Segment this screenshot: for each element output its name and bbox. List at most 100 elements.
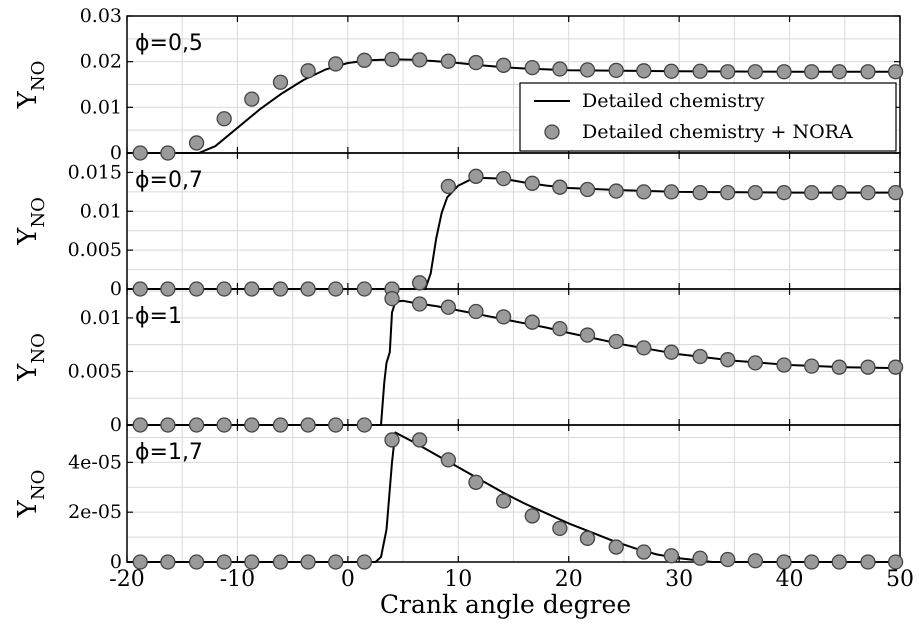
- data-point-nora: [831, 554, 847, 570]
- panel-annotation: ϕ=1: [135, 304, 182, 329]
- data-point-nora: [272, 74, 289, 90]
- x-tick-label: 40: [776, 567, 804, 592]
- data-point-nora: [579, 530, 596, 546]
- data-point-nora: [468, 54, 484, 71]
- data-point-nora: [328, 281, 344, 297]
- data-point-nora: [468, 474, 484, 490]
- data-point-nora: [804, 64, 820, 80]
- data-point-nora: [300, 554, 316, 570]
- x-tick-label: 30: [665, 567, 693, 592]
- data-point-nora: [188, 554, 205, 570]
- data-point-nora: [440, 53, 456, 69]
- data-point-nora: [216, 111, 232, 127]
- data-point-nora: [636, 63, 652, 79]
- data-point-nora: [272, 417, 289, 433]
- data-point-nora: [495, 493, 512, 509]
- y-axis-label-main: Y: [13, 363, 43, 382]
- data-point-nora: [552, 179, 568, 195]
- data-point-nora: [188, 281, 205, 297]
- x-tick-label: 10: [444, 567, 472, 592]
- y-tick-label: 0: [110, 278, 122, 300]
- data-point-nora: [216, 417, 232, 433]
- data-point-nora: [860, 554, 876, 570]
- data-point-nora: [495, 170, 512, 187]
- data-point-nora: [608, 62, 624, 78]
- data-point-nora: [132, 417, 148, 433]
- data-point-nora: [440, 452, 456, 468]
- data-point-nora: [495, 309, 512, 325]
- data-point-nora: [887, 359, 904, 375]
- text-layer: 00.010.020.03YNOϕ=0,500.0050.010.015YNOϕ…: [13, 5, 914, 619]
- data-point-nora: [552, 520, 568, 537]
- data-point-nora: [328, 56, 344, 72]
- data-point-nora: [132, 554, 148, 570]
- y-tick-label: 0.02: [80, 51, 122, 73]
- y-axis-label-main: Y: [13, 499, 43, 518]
- data-point-nora: [692, 550, 708, 566]
- data-point-nora: [272, 281, 289, 297]
- data-point-nora: [411, 52, 428, 68]
- data-point-nora: [887, 184, 904, 201]
- data-point-nora: [608, 539, 624, 555]
- y-axis-label-main: Y: [13, 227, 43, 246]
- y-tick-label: 4e-05: [68, 451, 122, 473]
- data-point-nora: [663, 344, 680, 360]
- data-point-nora: [300, 417, 316, 433]
- data-point-nora: [132, 281, 148, 297]
- legend-label-detailed-chemistry: Detailed chemistry: [582, 90, 765, 112]
- y-axis-label-subscript: NO: [28, 333, 49, 364]
- y-tick-label: 0: [110, 551, 122, 573]
- data-point-nora: [747, 553, 763, 569]
- data-point-nora: [663, 63, 680, 79]
- data-point-nora: [692, 184, 708, 201]
- data-point-nora: [384, 51, 400, 68]
- data-point-nora: [300, 63, 316, 79]
- data-point-nora: [776, 554, 792, 570]
- frame-layer: [126, 15, 901, 563]
- panel-frame: [126, 424, 901, 563]
- data-point-nora: [216, 554, 232, 570]
- data-point-nora: [804, 184, 820, 201]
- data-point-nora: [860, 359, 876, 375]
- data-point-nora: [579, 62, 596, 78]
- marker-layer: [132, 51, 904, 570]
- data-point-nora: [747, 64, 763, 80]
- data-point-nora: [831, 359, 847, 375]
- y-axis-label-subscript: NO: [28, 61, 49, 92]
- data-point-nora: [860, 184, 876, 201]
- data-point-nora: [579, 181, 596, 198]
- data-point-nora: [552, 61, 568, 77]
- y-tick-label: 0: [110, 414, 122, 436]
- y-axis-label: YNO: [13, 197, 49, 246]
- data-point-nora: [216, 281, 232, 297]
- data-point-nora: [160, 281, 176, 297]
- data-point-nora: [384, 290, 400, 307]
- data-point-nora: [636, 340, 652, 356]
- data-point-nora: [160, 417, 176, 433]
- data-point-nora: [776, 184, 792, 201]
- data-point-nora: [440, 299, 456, 315]
- data-point-nora: [356, 52, 373, 68]
- data-point-nora: [720, 184, 736, 201]
- data-point-nora: [356, 417, 373, 433]
- y-axis-label: YNO: [13, 470, 49, 519]
- legend-layer: Detailed chemistry Detailed chemistry + N…: [519, 82, 897, 152]
- data-point-nora: [831, 184, 847, 201]
- y-tick-label: 0.03: [80, 5, 122, 27]
- data-point-nora: [692, 348, 708, 365]
- data-point-nora: [384, 432, 400, 448]
- data-point-nora: [524, 59, 540, 76]
- data-point-nora: [495, 57, 512, 73]
- data-point-nora: [747, 355, 763, 371]
- panel-annotation: ϕ=0,7: [135, 168, 203, 193]
- data-point-nora: [411, 296, 428, 312]
- data-point-nora: [160, 145, 176, 161]
- legend-box: [519, 82, 897, 152]
- data-point-nora: [188, 417, 205, 433]
- data-point-nora: [720, 551, 736, 568]
- panel-annotation: ϕ=0,5: [135, 31, 203, 56]
- data-point-nora: [160, 554, 176, 570]
- x-axis-label: Crank angle degree: [380, 590, 631, 619]
- data-point-nora: [328, 554, 344, 570]
